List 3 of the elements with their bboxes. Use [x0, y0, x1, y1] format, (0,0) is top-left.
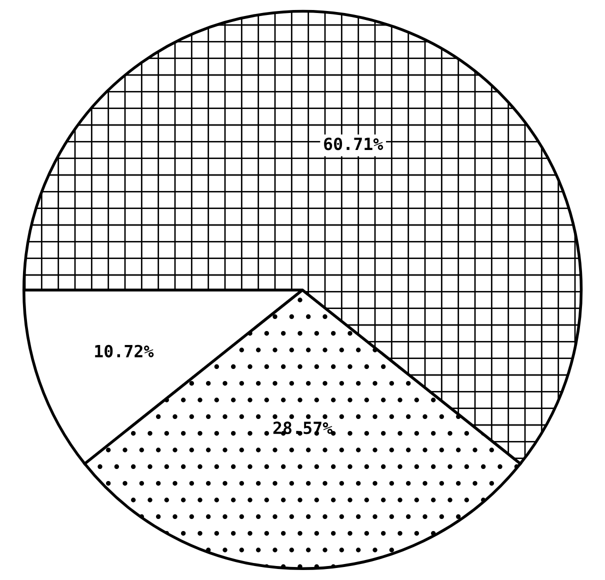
data-label: 28.57%	[273, 422, 333, 434]
data-label: 60.71%	[324, 138, 384, 150]
data-label: 10.72%	[95, 344, 154, 358]
